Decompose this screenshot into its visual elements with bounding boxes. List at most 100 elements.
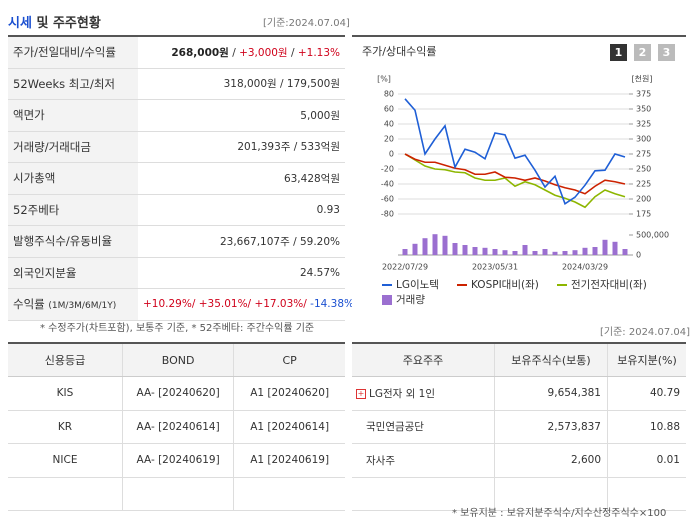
y-tick-label: -40 xyxy=(381,180,394,189)
y-tick-label: 40 xyxy=(384,120,394,129)
header-cell: 주요주주 xyxy=(352,343,495,377)
cell: 자사주 xyxy=(352,443,495,478)
y2-axis-label: [천원] xyxy=(632,74,653,84)
tab-button-label[interactable]: 2 xyxy=(639,46,647,59)
tab-button[interactable] xyxy=(658,44,675,61)
row: KR AA- [20240614] A1 [20240614] xyxy=(8,410,345,444)
volume-bar xyxy=(442,235,448,255)
legend-swatch xyxy=(382,295,392,305)
volume-bar xyxy=(502,250,508,255)
header-cell: 신용등급 xyxy=(8,343,123,377)
row: + LG전자 외 1인 9,654,381 40.79 xyxy=(352,376,686,411)
label: 52Weeks 최고/최저 xyxy=(8,68,138,100)
y2-tick-label: 325 xyxy=(636,120,651,129)
value: 318,000원 / 179,500원 xyxy=(138,68,345,100)
cell: 2,600 xyxy=(494,443,608,478)
y-tick-label: 60 xyxy=(384,105,394,114)
x-tick-label: 2023/05/31 xyxy=(472,263,518,272)
legend-label: KOSPI대비(좌) xyxy=(471,279,539,291)
row: 시가총액 63,428억원 xyxy=(8,162,345,195)
x-tick-label: 2024/03/29 xyxy=(562,263,608,272)
value: 24.57% xyxy=(138,257,345,289)
series-line xyxy=(404,153,626,195)
expand-icon[interactable]: + xyxy=(356,388,366,399)
change-rate: +1.13% xyxy=(297,46,340,59)
label: 외국인지분율 xyxy=(8,257,138,289)
base-date: [기준:2024.07.04] xyxy=(263,18,350,29)
holder-table: 주요주주 보유주식수(보통) 보유지분(%) + LG전자 외 1인 9,654,381… xyxy=(352,342,686,511)
y2-tick-label: 250 xyxy=(636,165,651,174)
cell: AA- [20240614] xyxy=(121,410,234,444)
cell: A1 [20240620] xyxy=(233,376,345,411)
sublabel: (1M/3M/6M/1Y) xyxy=(48,301,117,312)
row: KIS AA- [20240620] A1 [20240620] xyxy=(8,376,345,411)
cell: NICE xyxy=(8,443,123,478)
return: -14.38% xyxy=(310,298,354,311)
value: 201,393주 / 533억원 xyxy=(138,131,345,163)
value: 0.93 xyxy=(138,194,345,226)
cell xyxy=(352,477,495,511)
legend-label: LG이노텍 xyxy=(396,279,439,291)
rating-table: 신용등급 BOND CP KIS AA- [20240620] A1 [20240620… xyxy=(8,342,345,511)
row: 거래량/거래대금 201,393주 / 533억원 xyxy=(8,131,345,163)
tab-button-label[interactable]: 1 xyxy=(615,46,623,59)
cell: 국민연금공단 xyxy=(352,410,495,444)
tab-button[interactable] xyxy=(610,44,627,61)
tab-button-label[interactable]: 3 xyxy=(663,46,671,59)
label: 발행주식수/유동비율 xyxy=(8,225,138,258)
volume-bar xyxy=(452,243,458,255)
header-cell: CP xyxy=(233,343,345,377)
holder-name[interactable]: LG전자 외 1인 xyxy=(369,387,435,400)
volume-tick-label: 500,000 xyxy=(636,231,669,240)
cell: 9,654,381 xyxy=(494,376,608,411)
y2-tick-label: 200 xyxy=(636,195,651,204)
volume-bar xyxy=(622,249,628,255)
value: 63,428억원 xyxy=(138,162,345,195)
volume-bar xyxy=(602,239,608,255)
y2-tick-label: 375 xyxy=(636,90,651,99)
cell: 40.79 xyxy=(607,376,686,411)
volume-bar xyxy=(612,241,618,255)
cell: + LG전자 외 1인 xyxy=(352,376,495,411)
cell: AA- [20240619] xyxy=(121,443,234,478)
value: 268,000원 / +3,000원 / +1.13% xyxy=(138,36,345,69)
header-cell: BOND xyxy=(121,343,234,377)
return: +10.29%/ xyxy=(143,298,196,311)
label: 거래량/거래대금 xyxy=(8,131,138,163)
label: 액면가 xyxy=(8,99,138,132)
cell xyxy=(121,477,234,511)
y2-tick-label: 275 xyxy=(636,150,651,159)
y2-tick-label: 175 xyxy=(636,210,651,219)
row: 52Weeks 최고/최저 318,000원 / 179,500원 xyxy=(8,68,345,100)
sep: / xyxy=(232,46,236,59)
note: * 수정주가(차트포함), 보통주 기준, * 52주베타: 주간수익률 기준 xyxy=(40,323,315,334)
cell: A1 [20240619] xyxy=(233,443,345,478)
volume-tick-label: 0 xyxy=(636,251,641,260)
row: 52주베타 0.93 xyxy=(8,194,345,226)
y-tick-label: -60 xyxy=(381,195,394,204)
quote-table: 주가/전일대비/수익률 268,000원 / +3,000원 / +1.13% … xyxy=(8,35,354,321)
value: 5,000원 xyxy=(138,99,345,132)
cell: A1 [20240614] xyxy=(233,410,345,444)
row xyxy=(8,477,345,511)
row: 자사주 2,600 0.01 xyxy=(352,443,686,478)
tab-button[interactable] xyxy=(634,44,651,61)
cell xyxy=(233,477,345,511)
value: 23,667,107주 / 59.20% xyxy=(138,225,345,258)
volume-bar xyxy=(402,249,408,255)
y-tick-label: 20 xyxy=(384,135,394,144)
holder-date: [기준: 2024.07.04] xyxy=(600,327,691,338)
cell: 10.88 xyxy=(607,410,686,444)
row: 주가/전일대비/수익률 268,000원 / +3,000원 / +1.13% xyxy=(8,36,345,69)
label: 시가총액 xyxy=(8,162,138,195)
return: +35.01%/ xyxy=(198,298,252,311)
y-tick-label: 0 xyxy=(389,150,394,159)
label: 수익률 (1M/3M/6M/1Y) xyxy=(8,288,138,321)
label: 52주베타 xyxy=(8,194,138,226)
volume-bar xyxy=(542,249,548,255)
volume-bar xyxy=(512,251,518,255)
volume-bar xyxy=(422,238,428,255)
label: 주가/전일대비/수익률 xyxy=(8,36,138,69)
y2-tick-label: 225 xyxy=(636,180,651,189)
